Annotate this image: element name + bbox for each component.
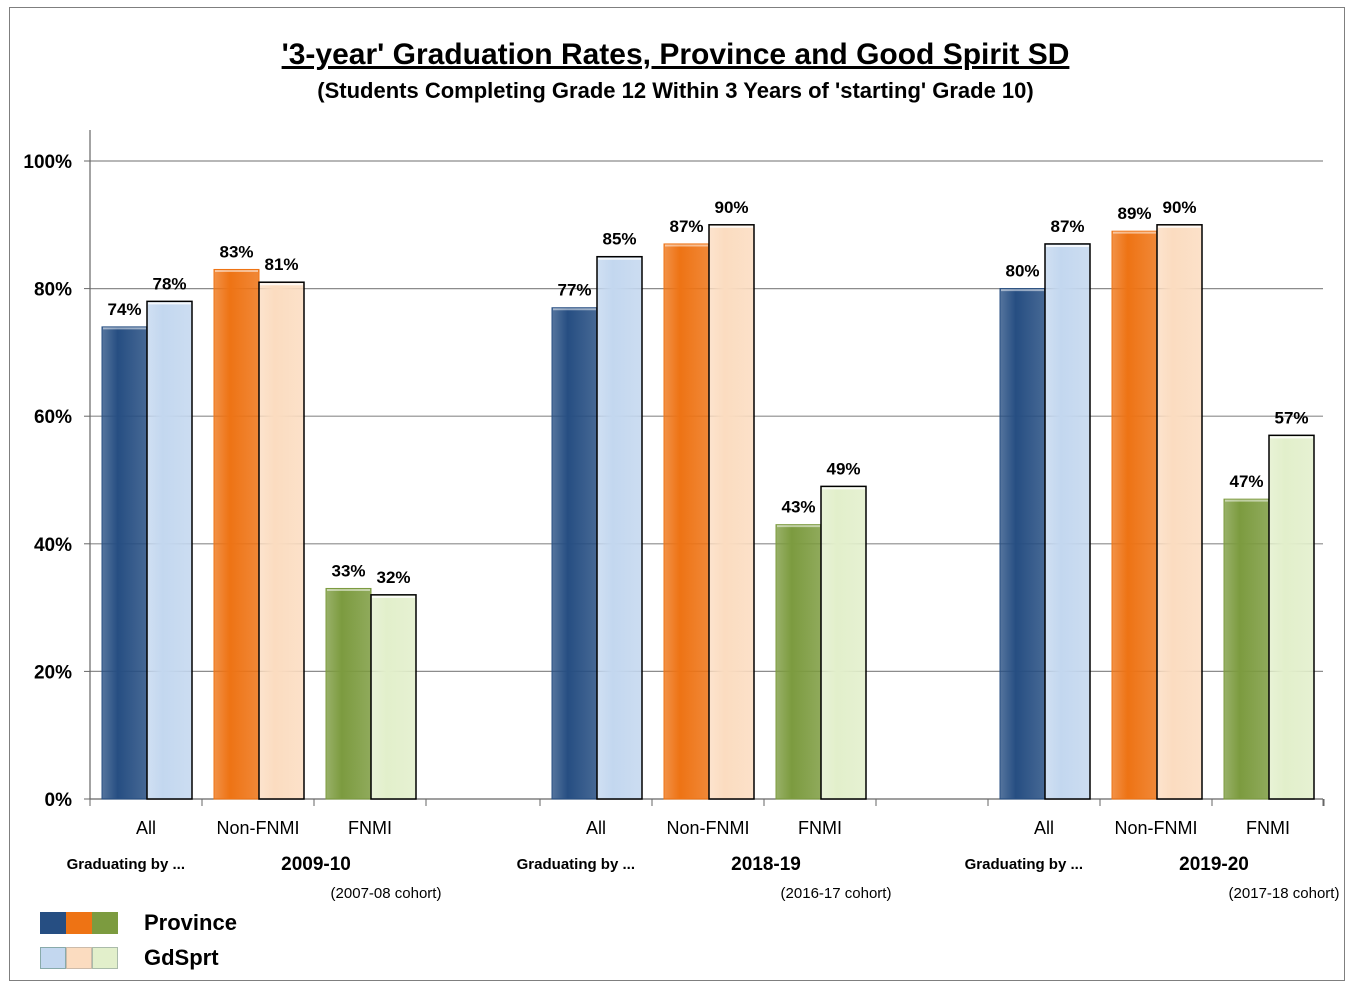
data-label-province: 74%	[107, 300, 141, 319]
legend-province: Province	[40, 910, 237, 936]
data-label-gdsprt: 32%	[376, 568, 410, 587]
graduating-by-label: Graduating by ...	[67, 856, 185, 873]
bar-province-non-fnmi	[663, 243, 710, 800]
bar-gdsprt-fnmi	[820, 485, 867, 800]
category-label: FNMI	[348, 818, 392, 838]
legend-label-gdsprt: GdSprt	[144, 945, 219, 970]
bar-gdsprt-non-fnmi	[1156, 224, 1203, 800]
bar-province-all	[551, 307, 598, 800]
category-label: Non-FNMI	[1114, 818, 1197, 838]
y-tick-label: 80%	[34, 280, 72, 301]
data-label-gdsprt: 90%	[1162, 198, 1196, 217]
group-year-label: 2019-20	[1179, 854, 1249, 875]
category-label: Non-FNMI	[666, 818, 749, 838]
graduating-by-label: Graduating by ...	[965, 856, 1083, 873]
bar-province-fnmi	[1223, 498, 1270, 800]
data-label-gdsprt: 85%	[602, 230, 636, 249]
data-label-gdsprt: 81%	[264, 255, 298, 274]
legend-swatch-province-fnmi	[92, 912, 118, 934]
y-tick-label: 100%	[23, 152, 72, 173]
y-tick-label: 0%	[45, 790, 73, 811]
graduating-by-label: Graduating by ...	[517, 856, 635, 873]
bar-province-all	[999, 288, 1046, 800]
chart-subtitle: (Students Completing Grade 12 Within 3 Y…	[317, 78, 1034, 103]
cohort-label: (2007-08 cohort)	[331, 885, 442, 902]
bar-province-non-fnmi	[213, 268, 260, 800]
bar-gdsprt-all	[146, 300, 193, 800]
legend-swatch-province-nonfnmi	[66, 912, 92, 934]
category-label: All	[136, 818, 156, 838]
bar-gdsprt-all	[1044, 243, 1091, 800]
bar-province-fnmi	[775, 524, 822, 800]
data-label-gdsprt: 49%	[826, 459, 860, 478]
legend-swatch-gdsprt-all	[40, 947, 66, 969]
data-label-gdsprt: 87%	[1050, 217, 1084, 236]
y-tick-label: 40%	[34, 535, 72, 556]
data-label-gdsprt: 78%	[152, 274, 186, 293]
data-label-province: 80%	[1005, 262, 1039, 281]
bar-gdsprt-non-fnmi	[258, 281, 305, 800]
bar-province-all	[101, 326, 148, 800]
data-label-gdsprt: 90%	[714, 198, 748, 217]
category-label: FNMI	[1246, 818, 1290, 838]
bar-gdsprt-fnmi	[1268, 434, 1315, 800]
data-label-province: 43%	[781, 498, 815, 517]
data-label-gdsprt: 57%	[1274, 408, 1308, 427]
data-label-province: 87%	[669, 217, 703, 236]
group-year-label: 2018-19	[731, 854, 801, 875]
data-label-province: 89%	[1117, 204, 1151, 223]
y-tick-label: 60%	[34, 407, 72, 428]
category-label: FNMI	[798, 818, 842, 838]
legend-swatch-province-all	[40, 912, 66, 934]
bar-gdsprt-fnmi	[370, 594, 417, 800]
bar-province-fnmi	[325, 587, 372, 800]
category-label: All	[1034, 818, 1054, 838]
legend-swatch-gdsprt-fnmi	[92, 947, 118, 969]
data-label-province: 33%	[331, 561, 365, 580]
cohort-label: (2017-18 cohort)	[1229, 885, 1340, 902]
legend-gdsprt: GdSprt	[40, 945, 219, 971]
data-label-province: 83%	[219, 242, 253, 261]
legend-label-province: Province	[144, 910, 237, 935]
data-label-province: 77%	[557, 281, 591, 300]
bar-gdsprt-all	[596, 255, 643, 800]
bar-gdsprt-non-fnmi	[708, 224, 755, 800]
legend-swatch-gdsprt-nonfnmi	[66, 947, 92, 969]
chart-title: '3-year' Graduation Rates, Province and …	[281, 38, 1070, 71]
category-label: All	[586, 818, 606, 838]
cohort-label: (2016-17 cohort)	[781, 885, 892, 902]
bar-province-non-fnmi	[1111, 230, 1158, 800]
y-tick-label: 20%	[34, 662, 72, 683]
data-label-province: 47%	[1229, 472, 1263, 491]
group-year-label: 2009-10	[281, 854, 351, 875]
category-label: Non-FNMI	[216, 818, 299, 838]
